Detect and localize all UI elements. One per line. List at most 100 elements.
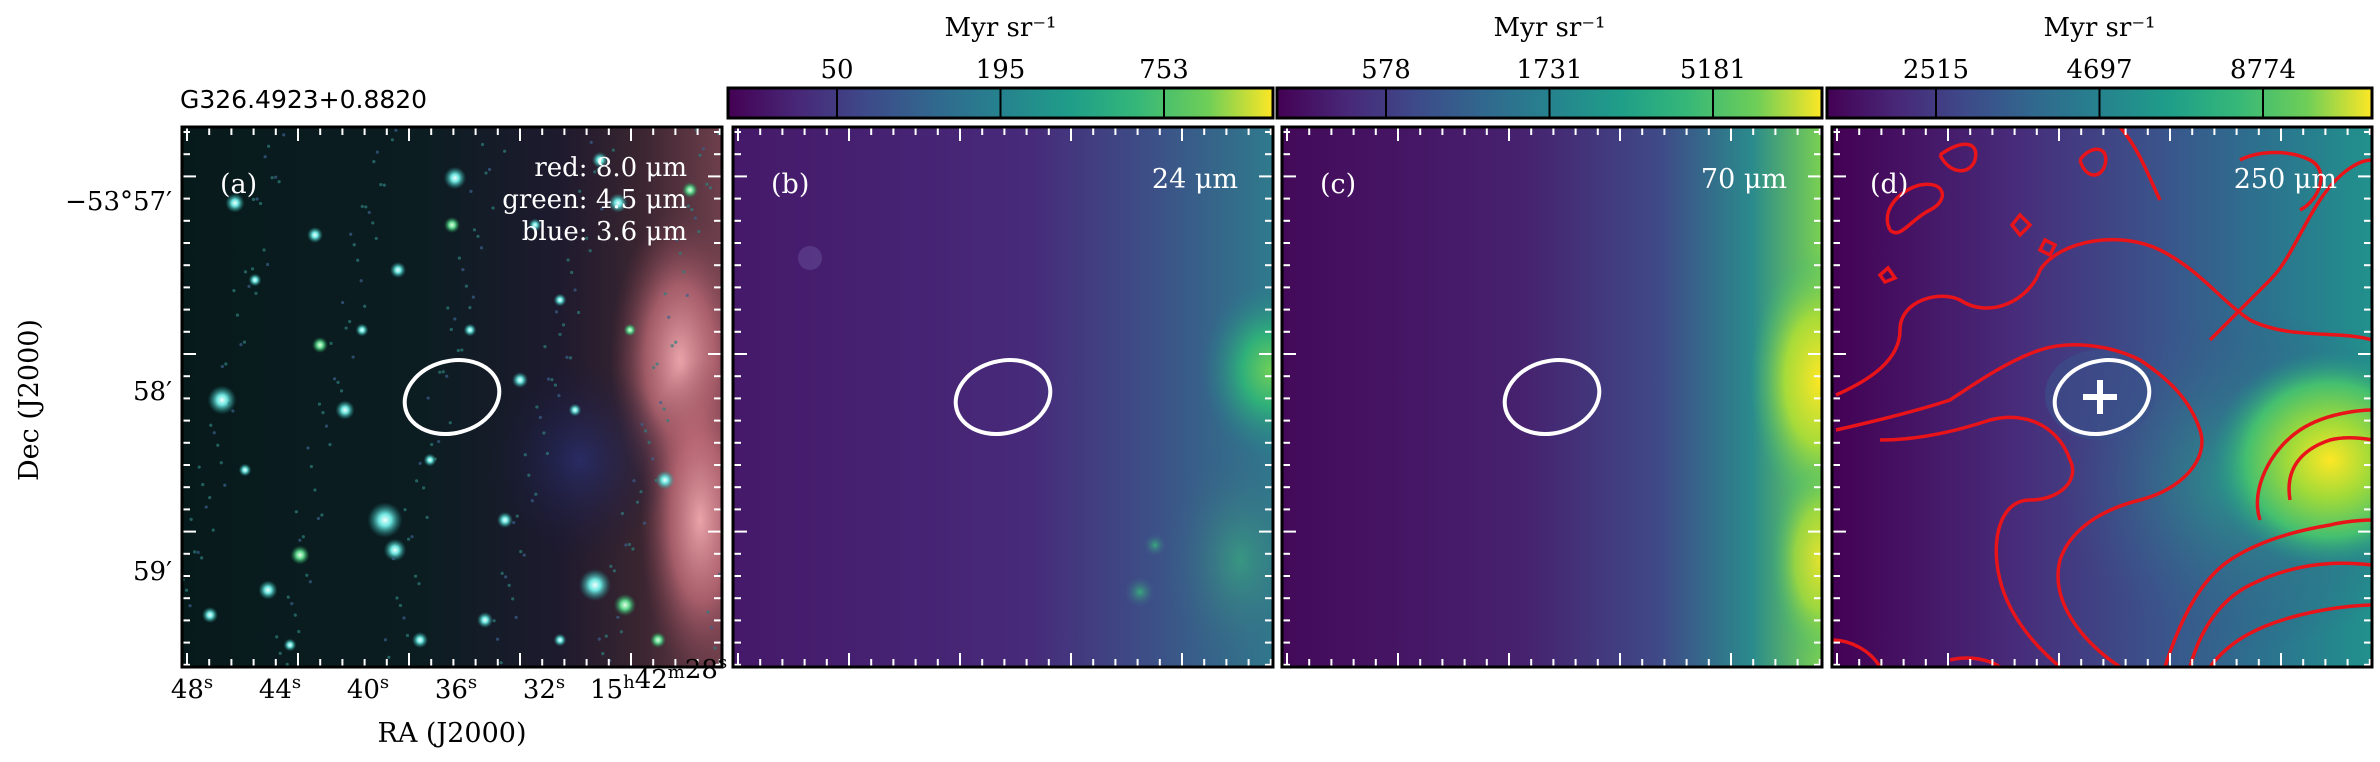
star: [290, 601, 294, 606]
star: [390, 262, 406, 278]
star: [613, 593, 637, 617]
colorbar-d: 2515 4697 8774 Myr sr⁻¹: [1825, 13, 2374, 120]
star: [507, 583, 511, 587]
star: [635, 500, 640, 504]
star: [441, 370, 445, 374]
star: [534, 492, 538, 496]
star: [568, 356, 573, 360]
star: [283, 638, 297, 652]
star: [620, 511, 625, 516]
panel-c-image: [1282, 127, 1822, 667]
colorbar-tick-label: 578: [1361, 55, 1411, 85]
star: [568, 403, 582, 417]
star: [561, 323, 566, 327]
star: [321, 411, 325, 415]
panel-a-legend-item: green: 4.5 μm: [502, 185, 687, 215]
star: [443, 166, 467, 190]
star: [254, 291, 258, 295]
panel-a: [182, 127, 722, 667]
panel-b: [733, 127, 1273, 667]
source-position-cross: [2083, 380, 2117, 414]
contour-line: [2037, 237, 2058, 258]
star: [383, 638, 387, 642]
panel-b-band-label: 24 μm: [1152, 164, 1238, 195]
star: [476, 234, 480, 238]
star: [383, 538, 407, 562]
star: [243, 270, 248, 274]
star: [352, 243, 356, 247]
star: [697, 230, 701, 234]
panel-d: [1832, 127, 2372, 667]
contour-set: [1832, 127, 2372, 667]
star: [248, 273, 262, 287]
colorbar-tick-label: 8774: [2230, 55, 2296, 85]
ra-axis-label: RA (J2000): [377, 718, 526, 749]
aperture-ellipse: [402, 358, 502, 436]
panel-border: [731, 125, 1275, 669]
star: [375, 150, 379, 154]
star: [596, 167, 600, 172]
colorbar-unit-label: Myr sr⁻¹: [1494, 13, 1606, 43]
aperture-ellipse: [953, 358, 1053, 436]
star: [422, 486, 426, 490]
star: [708, 186, 713, 190]
star: [403, 508, 407, 512]
colorbar-tick-label: 1731: [1516, 55, 1582, 85]
star: [349, 232, 353, 236]
star: [433, 457, 437, 461]
star: [437, 439, 441, 444]
star: [188, 604, 192, 608]
star: [402, 616, 406, 620]
ra-tick-label: 44s: [259, 672, 301, 705]
star: [267, 144, 271, 148]
star: [374, 236, 378, 241]
star: [717, 572, 722, 576]
star: [224, 362, 228, 366]
star: [553, 633, 567, 647]
star: [209, 423, 213, 427]
contour-line: [1938, 142, 1978, 173]
star: [461, 268, 465, 272]
star: [298, 538, 302, 542]
star: [425, 515, 429, 519]
star: [655, 470, 675, 490]
star: [678, 251, 682, 256]
panel-a-legend-item: red: 8.0 μm: [534, 153, 687, 183]
star: [336, 380, 340, 384]
star: [608, 193, 628, 213]
ra-tick-label: 15h42m28s: [590, 652, 727, 705]
colorbar-tick-label: 753: [1139, 55, 1189, 85]
star: [351, 355, 355, 359]
panel-c-band-label: 70 μm: [1701, 164, 1787, 195]
panel-a-label: (a): [220, 169, 257, 200]
star: [418, 461, 422, 465]
contour-line: [2009, 212, 2033, 238]
star: [579, 569, 611, 601]
star: [523, 453, 527, 457]
star: [324, 424, 329, 428]
panel-d-label: (d): [1870, 169, 1908, 200]
panel-a-legend-item: blue: 3.6 μm: [522, 217, 687, 247]
star: [328, 443, 332, 447]
star: [308, 580, 312, 584]
star: [290, 545, 310, 565]
star: [282, 133, 286, 137]
star: [511, 597, 515, 601]
star: [573, 288, 577, 292]
star: [642, 521, 647, 525]
star: [364, 205, 368, 209]
star: [344, 326, 348, 330]
star: [193, 550, 197, 554]
star: [527, 473, 531, 477]
star: [611, 148, 615, 152]
star: [278, 651, 282, 656]
star: [631, 547, 635, 551]
star: [514, 615, 518, 619]
contour-line: [2163, 518, 2372, 667]
star: [223, 483, 227, 487]
star: [612, 569, 616, 573]
star: [231, 409, 235, 413]
panel-b-label: (b): [771, 169, 809, 200]
star: [627, 542, 632, 547]
